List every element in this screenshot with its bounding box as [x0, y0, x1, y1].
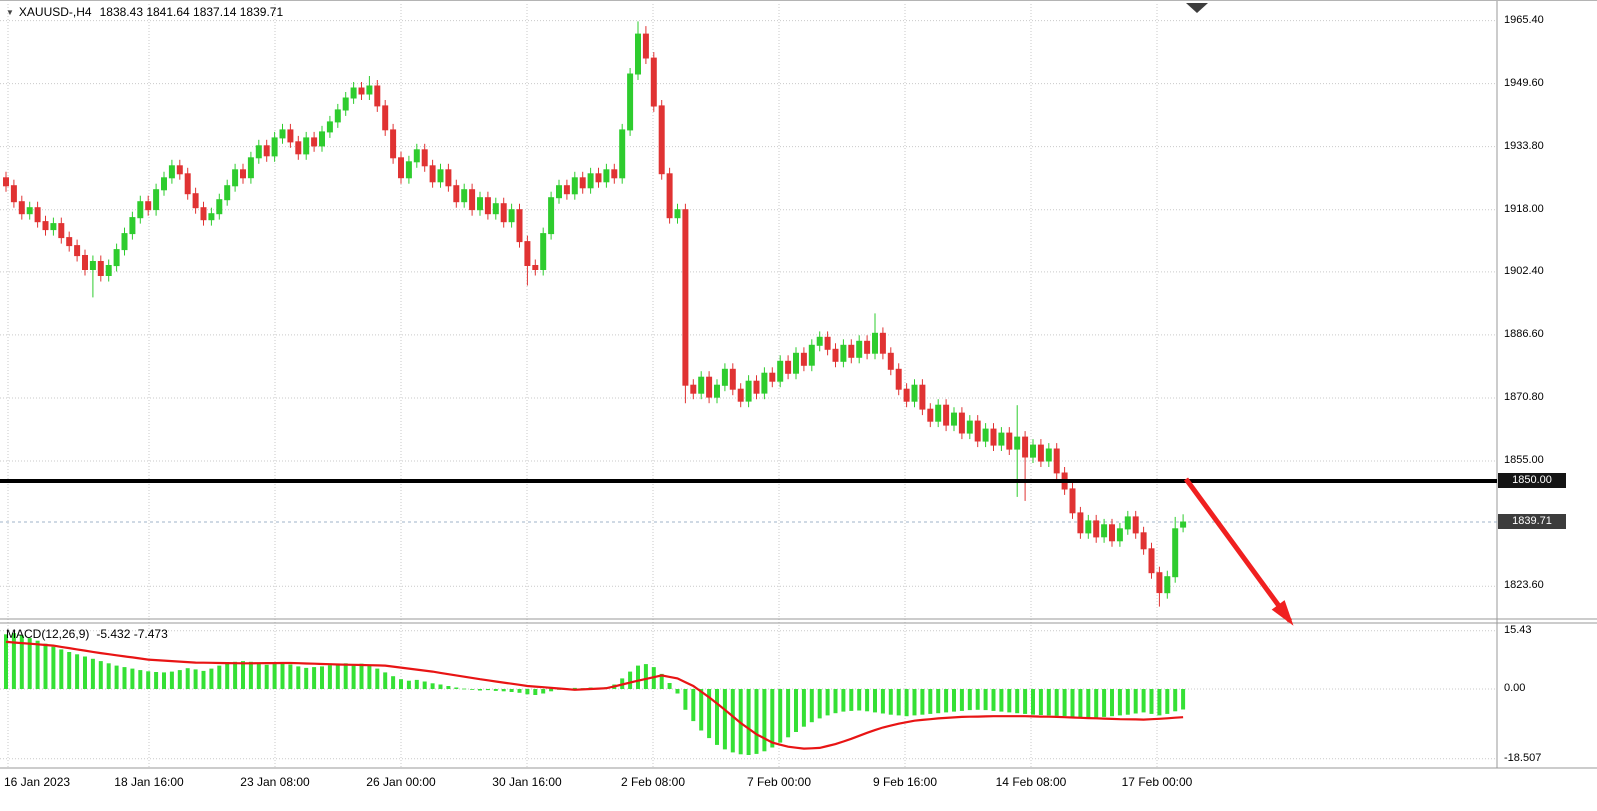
price-tick-label: 1823.60: [1504, 579, 1544, 592]
time-tick-label: 9 Feb 16:00: [872, 775, 938, 789]
hline-price-badge: 1850.00: [1498, 472, 1566, 488]
time-tick-label: 23 Jan 08:00: [240, 775, 310, 789]
macd-tick-label: -18.507: [1504, 751, 1542, 764]
symbol-timeframe-label: XAUUSD-,H4: [18, 5, 92, 19]
macd-tick-label: 15.43: [1504, 623, 1532, 636]
price-tick-label: 1886.60: [1504, 327, 1544, 340]
time-tick-label: 18 Jan 16:00: [114, 775, 184, 789]
price-tick-label: 1902.40: [1504, 264, 1544, 277]
time-tick-label: 14 Feb 08:00: [995, 775, 1067, 789]
price-tick-label: 1855.00: [1504, 454, 1544, 466]
macd-tick-label: 0.00: [1504, 682, 1526, 694]
time-tick-label: 16 Jan 2023: [4, 775, 71, 789]
scroll-position-marker-icon[interactable]: [1186, 3, 1208, 13]
indicator-name: MACD(12,26,9): [6, 627, 90, 641]
macd-indicator-label: MACD(12,26,9) -5.432 -7.473: [6, 627, 168, 641]
indicator-values: -5.432 -7.473: [96, 627, 168, 641]
price-tick-label: 1933.80: [1504, 139, 1544, 152]
chart-header: ▼ XAUUSD-,H4 1838.43 1841.64 1837.14 1839.…: [6, 5, 283, 19]
price-tick-label: 1918.00: [1504, 202, 1544, 215]
price-tick-label: 1870.80: [1504, 390, 1544, 403]
time-tick-label: 30 Jan 16:00: [492, 775, 562, 789]
price-tick-label: 1949.60: [1504, 76, 1544, 89]
time-tick-label: 7 Feb 00:00: [746, 775, 812, 789]
symbol-dropdown-icon[interactable]: ▼: [6, 8, 14, 17]
current-price-badge: 1839.71: [1498, 514, 1566, 530]
price-axis[interactable]: 1965.40 1949.60 1933.80 1918.00 1902.40 1886.…: [1504, 1, 1596, 771]
time-tick-label: 2 Feb 08:00: [620, 775, 686, 789]
ohlc-values: 1838.43 1841.64 1837.14 1839.71: [99, 5, 284, 19]
time-tick-label: 26 Jan 00:00: [366, 775, 436, 789]
time-tick-label: 17 Feb 00:00: [1121, 775, 1193, 789]
time-axis[interactable]: 16 Jan 2023 18 Jan 16:00 23 Jan 08:00 26 Ja…: [0, 771, 1597, 799]
price-tick-label: 1965.40: [1504, 13, 1544, 26]
